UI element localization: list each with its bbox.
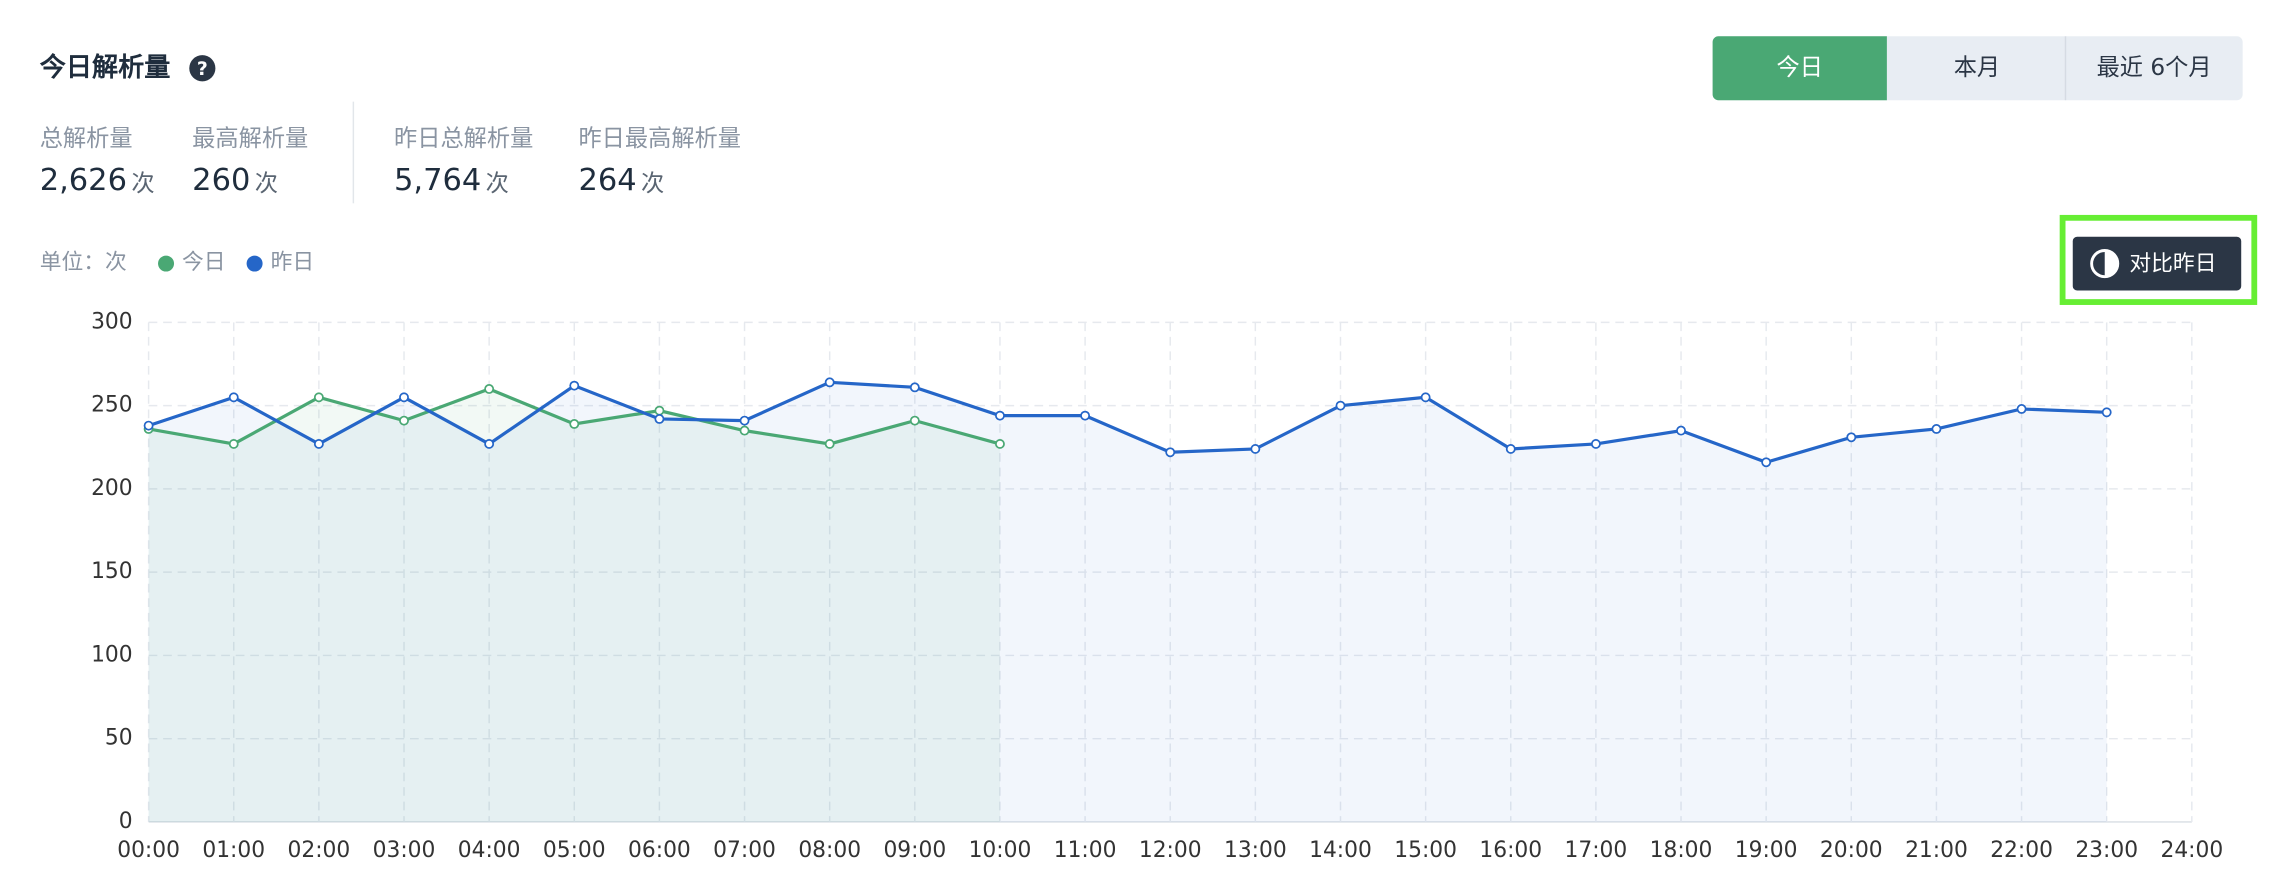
x-tick-label: 10:00: [969, 838, 1032, 863]
x-tick-label: 21:00: [1905, 838, 1968, 863]
x-tick-label: 19:00: [1735, 838, 1798, 863]
stat-unit: 次: [486, 170, 509, 197]
title: 今日解析量: [40, 52, 171, 83]
x-tick-label: 13:00: [1224, 838, 1287, 863]
tab[interactable]: 本月: [1954, 54, 2000, 81]
x-tick-label: 23:00: [2075, 838, 2138, 863]
point: [1590, 439, 1601, 449]
point: [143, 420, 154, 431]
point: [654, 405, 665, 416]
highlight: [2059, 214, 2258, 305]
point: [313, 392, 324, 403]
y-tick-label: 0: [119, 809, 133, 834]
x-tick-label: 08:00: [798, 838, 861, 863]
x-tick-label: 11:00: [1054, 838, 1117, 863]
point: [739, 415, 750, 426]
point: [569, 380, 580, 391]
x-tick-label: 02:00: [288, 838, 351, 863]
stat-unit: 次: [641, 170, 664, 197]
stat-value: 260: [192, 163, 250, 198]
stat-label: 最高解析量: [192, 125, 308, 152]
x-tick-label: 03:00: [373, 838, 436, 863]
x-tick-label: 24:00: [2160, 838, 2223, 863]
legend-label: 昨日: [271, 250, 315, 275]
stat-value: 264: [578, 163, 636, 198]
x-tick-label: 12:00: [1139, 838, 1202, 863]
stat-label: 昨日总解析量: [394, 125, 533, 152]
y-tick-label: 100: [91, 642, 133, 667]
x-tick-label: 05:00: [543, 838, 606, 863]
stat-value: 5,764: [394, 163, 481, 198]
help-icon[interactable]: [189, 55, 216, 82]
compare-button[interactable]: [2072, 236, 2242, 291]
x-tick-label: 15:00: [1394, 838, 1457, 863]
point: [484, 439, 495, 449]
point: [2016, 404, 2027, 414]
unit-label: 单位：次: [40, 250, 127, 275]
contrast-icon-half: [2104, 250, 2118, 277]
y-tick-label: 250: [91, 393, 133, 418]
point: [1761, 457, 1772, 468]
x-tick-label: 04:00: [458, 838, 521, 863]
point: [228, 439, 239, 449]
x-tick-label: 16:00: [1479, 838, 1542, 863]
point: [1080, 410, 1091, 421]
point: [569, 419, 580, 429]
point: [995, 439, 1005, 449]
point: [484, 384, 495, 394]
point: [313, 439, 324, 449]
x-tick-label: 01:00: [202, 838, 265, 863]
legend-label: 今日: [182, 250, 226, 275]
tab-active: [1712, 36, 1887, 101]
y-tick-label: 200: [91, 476, 133, 501]
tab[interactable]: 最近 6个月: [2097, 54, 2212, 81]
help-glyph: ?: [197, 58, 208, 80]
point: [1250, 444, 1261, 454]
point: [824, 439, 835, 449]
x-tick-label: 18:00: [1650, 838, 1713, 863]
tab[interactable]: 今日: [1777, 54, 1823, 81]
point: [909, 415, 920, 426]
stat-label: 昨日最高解析量: [578, 125, 741, 152]
x-tick-label: 06:00: [628, 838, 691, 863]
point: [1676, 425, 1686, 436]
stat-label: 总解析量: [40, 125, 133, 152]
x-tick-label: 07:00: [713, 838, 776, 863]
legend-dot: [246, 255, 263, 272]
point: [399, 415, 409, 426]
x-tick-label: 09:00: [883, 838, 946, 863]
legend-dot: [158, 255, 175, 272]
point: [1335, 400, 1346, 411]
x-tick-label: 14:00: [1309, 838, 1372, 863]
y-tick-label: 300: [91, 309, 133, 334]
stat-value: 2,626: [40, 163, 127, 198]
point: [824, 377, 835, 388]
point: [654, 414, 665, 424]
point: [1931, 424, 1942, 434]
y-tick-label: 150: [91, 559, 133, 584]
point: [228, 392, 239, 403]
series-area: [148, 388, 1000, 822]
stat-unit: 次: [131, 170, 154, 197]
compare-label: 对比昨日: [2129, 251, 2216, 276]
point: [1165, 447, 1176, 458]
point: [739, 425, 750, 436]
x-tick-label: 17:00: [1565, 838, 1628, 863]
series-line: [148, 380, 2107, 464]
y-tick-label: 50: [105, 726, 133, 751]
point: [909, 382, 920, 393]
point: [399, 392, 409, 403]
point: [1420, 392, 1431, 403]
point: [1505, 444, 1516, 454]
x-tick-label: 22:00: [1990, 838, 2053, 863]
stat-unit: 次: [255, 170, 278, 197]
x-tick-label: 00:00: [117, 838, 180, 863]
x-tick-label: 20:00: [1820, 838, 1883, 863]
point: [995, 410, 1005, 421]
series-area: [148, 382, 2107, 822]
point: [2101, 407, 2112, 418]
point: [1846, 432, 1857, 443]
